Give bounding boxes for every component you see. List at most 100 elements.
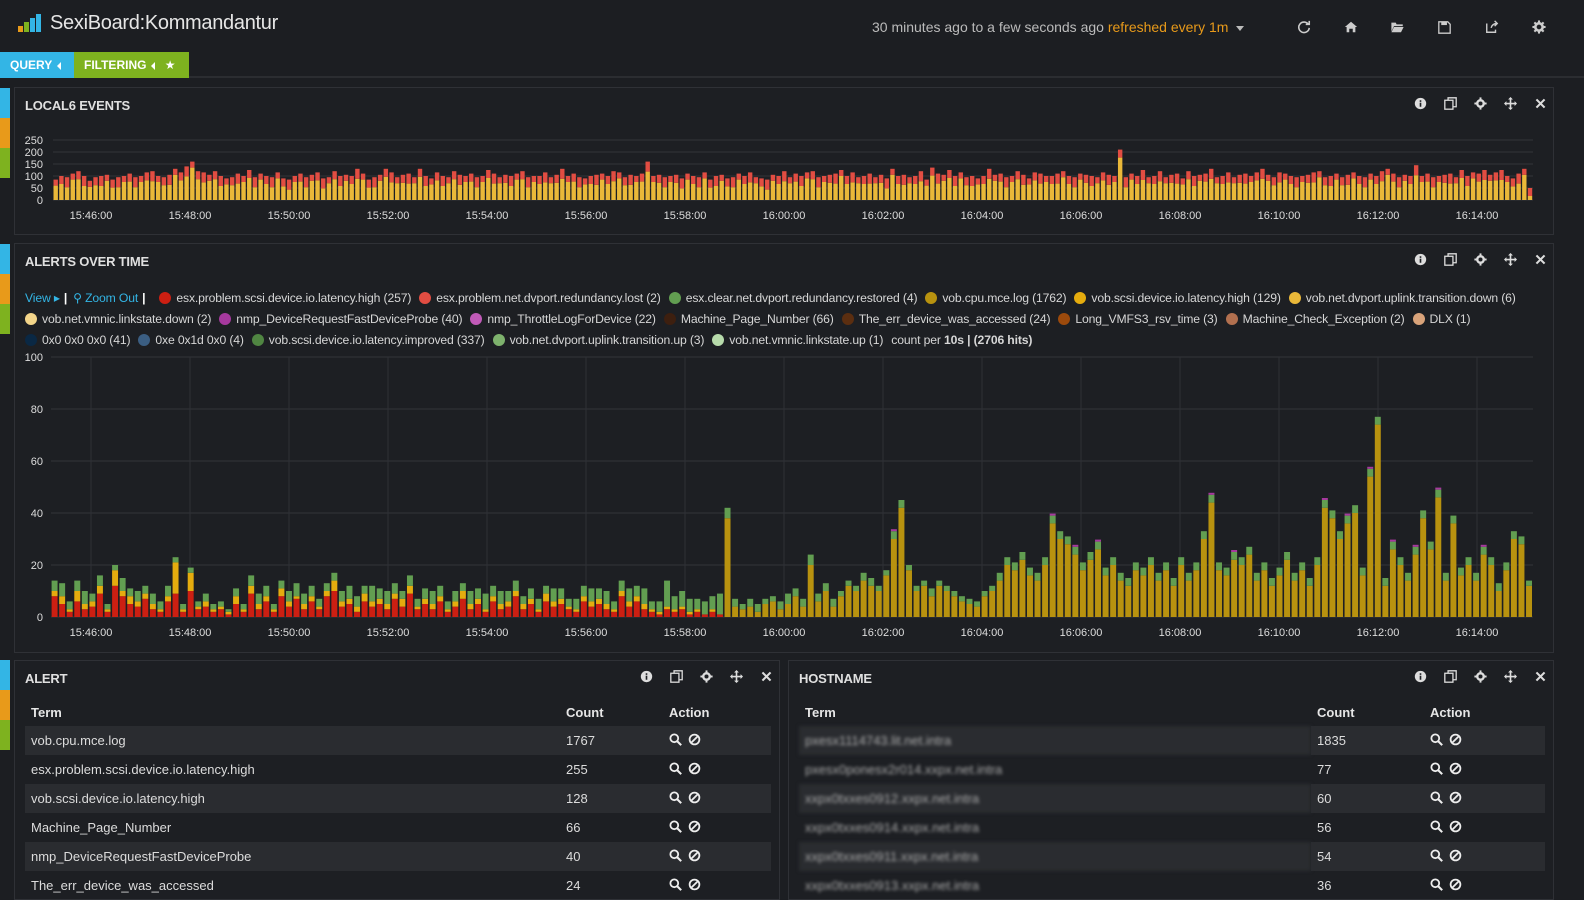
- term-column-header[interactable]: Term: [805, 705, 836, 720]
- gear-icon[interactable]: [691, 670, 721, 686]
- legend-item[interactable]: 0xe 0x1d 0x0 (4): [138, 330, 244, 351]
- gear-icon[interactable]: [1465, 97, 1495, 113]
- legend-item[interactable]: Machine_Page_Number (66): [663, 309, 834, 330]
- search-icon[interactable]: [1430, 877, 1443, 894]
- move-icon[interactable]: [1495, 670, 1525, 686]
- legend-item[interactable]: DLX (1): [1412, 309, 1471, 330]
- legend-item[interactable]: vob.net.dvport.uplink.transition.down (6…: [1288, 288, 1516, 309]
- count-column-header[interactable]: Count: [566, 705, 604, 720]
- legend-item[interactable]: Machine_Check_Exception (2): [1225, 309, 1405, 330]
- legend-item[interactable]: vob.net.vmnic.linkstate.up (1): [712, 330, 883, 351]
- row-collapse-bar[interactable]: [0, 244, 10, 334]
- move-icon[interactable]: [1495, 253, 1525, 269]
- legend-item[interactable]: esx.problem.net.dvport.redundancy.lost (…: [419, 288, 661, 309]
- legend-item[interactable]: nmp_ThrottleLogForDevice (22): [470, 309, 656, 330]
- ban-icon[interactable]: [688, 849, 701, 865]
- legend-item[interactable]: Long_VMFS3_rsv_time (3): [1058, 309, 1218, 330]
- row-collapse-bar[interactable]: [0, 660, 10, 750]
- legend-item[interactable]: vob.cpu.mce.log (1762): [925, 288, 1067, 309]
- alert-bar-segment: [1026, 567, 1033, 576]
- share-icon[interactable]: [1468, 16, 1515, 38]
- legend-item[interactable]: vob.scsi.device.io.latency.high (129): [1074, 288, 1281, 309]
- alert-bar-segment: [278, 580, 285, 589]
- info-icon[interactable]: [1405, 670, 1435, 686]
- table-row: xxpx0txxes0912.xxpx.net.intra 60: [799, 784, 1545, 813]
- row-collapse-bar[interactable]: [0, 88, 10, 178]
- search-icon[interactable]: [669, 819, 682, 836]
- close-icon[interactable]: [1525, 97, 1555, 113]
- ban-icon[interactable]: [1449, 849, 1462, 865]
- folder-open-icon[interactable]: [1374, 16, 1421, 38]
- view-menu[interactable]: View ▸: [25, 291, 60, 305]
- alert-bar-segment: [59, 583, 66, 597]
- home-icon[interactable]: [1327, 16, 1374, 38]
- brand[interactable]: SexiBoard:Kommandantur: [18, 12, 278, 35]
- info-icon[interactable]: [631, 670, 661, 686]
- filtering-pill[interactable]: FILTERING ★: [74, 52, 189, 78]
- search-icon[interactable]: [1430, 790, 1443, 807]
- alert-bar-segment: [384, 604, 391, 610]
- search-icon[interactable]: [1430, 819, 1443, 836]
- gear-icon[interactable]: [1515, 16, 1562, 38]
- search-icon[interactable]: [669, 732, 682, 749]
- ban-icon[interactable]: [1449, 820, 1462, 836]
- move-icon[interactable]: [1495, 97, 1525, 113]
- gear-icon[interactable]: [1465, 253, 1495, 269]
- search-icon[interactable]: [1430, 848, 1443, 865]
- save-icon[interactable]: [1421, 16, 1468, 38]
- ban-icon[interactable]: [688, 820, 701, 836]
- alert-bar-segment: [134, 606, 141, 617]
- alert-bar-segment: [81, 604, 88, 610]
- duplicate-icon[interactable]: [1435, 253, 1465, 269]
- ban-icon[interactable]: [1449, 733, 1462, 749]
- duplicate-icon[interactable]: [1435, 97, 1465, 113]
- event-bar: [998, 181, 1003, 200]
- duplicate-icon[interactable]: [1435, 670, 1465, 686]
- search-icon[interactable]: [669, 877, 682, 894]
- ban-icon[interactable]: [688, 733, 701, 749]
- ban-icon[interactable]: [688, 878, 701, 894]
- duplicate-icon[interactable]: [661, 670, 691, 686]
- query-pill[interactable]: QUERY: [0, 52, 74, 78]
- search-icon[interactable]: [669, 761, 682, 778]
- zoom-out-button[interactable]: ⚲ Zoom Out: [73, 291, 138, 305]
- gear-icon[interactable]: [1465, 670, 1495, 686]
- legend-item[interactable]: esx.problem.scsi.device.io.latency.high …: [159, 288, 411, 309]
- ban-icon[interactable]: [1449, 762, 1462, 778]
- legend-item[interactable]: The_err_device_was_accessed (24): [841, 309, 1051, 330]
- move-icon[interactable]: [721, 670, 751, 686]
- search-icon[interactable]: [1430, 761, 1443, 778]
- close-icon[interactable]: [751, 670, 781, 686]
- close-icon[interactable]: [1525, 670, 1555, 686]
- close-icon[interactable]: [1525, 253, 1555, 269]
- alert-bar-segment: [1480, 544, 1487, 547]
- search-icon[interactable]: [669, 790, 682, 807]
- event-bar-top: [1026, 178, 1032, 185]
- ban-icon[interactable]: [1449, 791, 1462, 807]
- ban-icon[interactable]: [688, 762, 701, 778]
- legend-item[interactable]: 0x0 0x0 0x0 (41): [25, 330, 131, 351]
- time-picker[interactable]: 30 minutes ago to a few seconds ago refr…: [872, 19, 1245, 35]
- legend-item[interactable]: vob.scsi.device.io.latency.improved (337…: [251, 330, 485, 351]
- refresh-icon[interactable]: [1280, 16, 1327, 38]
- alerts-bar-chart[interactable]: 100 80 60 40 20 0 15:46:00 15:48:00 15:50:00 15:5…: [15, 244, 1555, 654]
- legend-item[interactable]: nmp_DeviceRequestFastDeviceProbe (40): [219, 309, 463, 330]
- legend-item[interactable]: vob.net.dvport.uplink.transition.up (3): [492, 330, 704, 351]
- legend-item[interactable]: vob.net.vmnic.linkstate.down (2): [25, 309, 211, 330]
- table-row: pxesx0ponesx2r014.xxpx.net.intra 77: [799, 755, 1545, 784]
- ban-icon[interactable]: [688, 791, 701, 807]
- term-column-header[interactable]: Term: [31, 705, 62, 720]
- ban-icon[interactable]: [1449, 878, 1462, 894]
- search-icon[interactable]: [1430, 732, 1443, 749]
- legend-item[interactable]: esx.clear.net.dvport.redundancy.restored…: [668, 288, 918, 309]
- info-icon[interactable]: [1405, 97, 1435, 113]
- event-bar-top: [770, 174, 776, 181]
- alert-bar-segment: [754, 611, 761, 617]
- info-icon[interactable]: [1405, 253, 1435, 269]
- alert-bar-segment: [1268, 585, 1275, 617]
- event-bar: [799, 186, 804, 200]
- search-icon[interactable]: [669, 848, 682, 865]
- count-column-header[interactable]: Count: [1317, 705, 1355, 720]
- alert-bar-segment: [278, 588, 285, 597]
